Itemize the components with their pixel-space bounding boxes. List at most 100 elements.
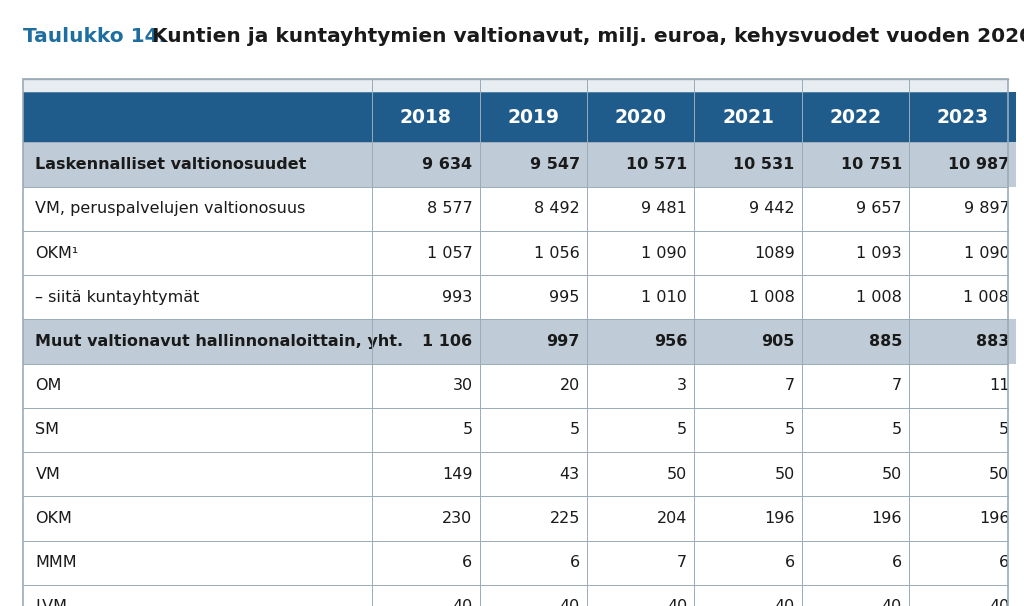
Bar: [587, 452, 694, 496]
Bar: [802, 142, 909, 187]
Bar: [373, 364, 479, 408]
Text: 9 657: 9 657: [856, 201, 902, 216]
Text: 43: 43: [560, 467, 580, 482]
Text: 995: 995: [550, 290, 580, 305]
Text: 40: 40: [559, 599, 580, 606]
Text: 885: 885: [868, 334, 902, 349]
Bar: [373, 275, 479, 319]
Text: 9 634: 9 634: [422, 157, 472, 172]
Text: 883: 883: [976, 334, 1010, 349]
Text: 956: 956: [653, 334, 687, 349]
Bar: [587, 364, 694, 408]
Text: 196: 196: [871, 511, 902, 526]
Bar: [802, 275, 909, 319]
Text: 10 987: 10 987: [948, 157, 1010, 172]
Bar: [479, 92, 587, 142]
Text: 2021: 2021: [722, 108, 774, 127]
Bar: [802, 452, 909, 496]
Text: 6: 6: [892, 555, 902, 570]
Bar: [694, 231, 802, 275]
Bar: [802, 408, 909, 452]
Text: Muut valtionavut hallinnonaloittain, yht.: Muut valtionavut hallinnonaloittain, yht…: [36, 334, 403, 349]
Text: 8 492: 8 492: [535, 201, 580, 216]
Bar: [479, 496, 587, 541]
Text: 50: 50: [774, 467, 795, 482]
Text: 9 481: 9 481: [641, 201, 687, 216]
Text: 993: 993: [442, 290, 472, 305]
Text: 7: 7: [677, 555, 687, 570]
Text: 225: 225: [550, 511, 580, 526]
Text: 905: 905: [761, 334, 795, 349]
Bar: [373, 585, 479, 606]
Bar: [479, 319, 587, 364]
Text: OKM¹: OKM¹: [36, 245, 79, 261]
Bar: [694, 319, 802, 364]
Bar: [694, 585, 802, 606]
Text: 20: 20: [559, 378, 580, 393]
Text: VM, peruspalvelujen valtionosuus: VM, peruspalvelujen valtionosuus: [36, 201, 306, 216]
Bar: [587, 275, 694, 319]
Text: 5: 5: [677, 422, 687, 438]
Text: 40: 40: [989, 599, 1010, 606]
Bar: [909, 275, 1017, 319]
Bar: [373, 92, 479, 142]
Bar: [479, 452, 587, 496]
Bar: [587, 541, 694, 585]
Bar: [23, 275, 373, 319]
Bar: [587, 408, 694, 452]
Bar: [23, 92, 373, 142]
Text: 8 577: 8 577: [427, 201, 472, 216]
Bar: [23, 319, 373, 364]
Bar: [587, 319, 694, 364]
Text: 5: 5: [462, 422, 472, 438]
Text: 40: 40: [667, 599, 687, 606]
Bar: [23, 364, 373, 408]
Bar: [587, 585, 694, 606]
Text: 10 751: 10 751: [841, 157, 902, 172]
Bar: [373, 187, 479, 231]
Bar: [802, 92, 909, 142]
Bar: [23, 408, 373, 452]
Bar: [909, 452, 1017, 496]
Text: 6: 6: [999, 555, 1010, 570]
Bar: [587, 231, 694, 275]
Bar: [479, 187, 587, 231]
Text: 1089: 1089: [754, 245, 795, 261]
Text: 40: 40: [774, 599, 795, 606]
Text: 1 106: 1 106: [422, 334, 472, 349]
Bar: [694, 187, 802, 231]
Bar: [694, 496, 802, 541]
Text: 1 008: 1 008: [749, 290, 795, 305]
Text: 1 090: 1 090: [641, 245, 687, 261]
Bar: [479, 585, 587, 606]
Text: 196: 196: [764, 511, 795, 526]
Text: VM: VM: [36, 467, 60, 482]
Text: 9 442: 9 442: [749, 201, 795, 216]
Bar: [909, 319, 1017, 364]
Text: Taulukko 14.: Taulukko 14.: [23, 27, 166, 46]
Bar: [802, 187, 909, 231]
Text: 7: 7: [892, 378, 902, 393]
Bar: [587, 496, 694, 541]
Text: 1 010: 1 010: [641, 290, 687, 305]
Text: 5: 5: [892, 422, 902, 438]
Text: 2022: 2022: [829, 108, 882, 127]
Bar: [23, 452, 373, 496]
Bar: [909, 142, 1017, 187]
Bar: [909, 187, 1017, 231]
Text: 149: 149: [442, 467, 472, 482]
Bar: [587, 92, 694, 142]
Text: 50: 50: [667, 467, 687, 482]
Text: 10 531: 10 531: [733, 157, 795, 172]
Bar: [587, 187, 694, 231]
Bar: [694, 408, 802, 452]
Bar: [373, 231, 479, 275]
Text: 5: 5: [999, 422, 1010, 438]
Bar: [694, 541, 802, 585]
Bar: [373, 408, 479, 452]
Bar: [802, 319, 909, 364]
Text: Kuntien ja kuntayhtymien valtionavut, milj. euroa, kehysvuodet vuoden 2020 hinta: Kuntien ja kuntayhtymien valtionavut, mi…: [152, 27, 1024, 46]
Text: 50: 50: [882, 467, 902, 482]
Text: 5: 5: [784, 422, 795, 438]
Text: 1 008: 1 008: [856, 290, 902, 305]
